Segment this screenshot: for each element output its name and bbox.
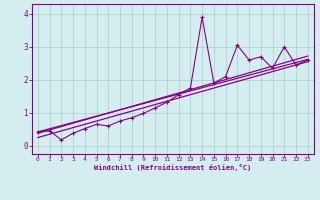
X-axis label: Windchill (Refroidissement éolien,°C): Windchill (Refroidissement éolien,°C) <box>94 164 252 171</box>
